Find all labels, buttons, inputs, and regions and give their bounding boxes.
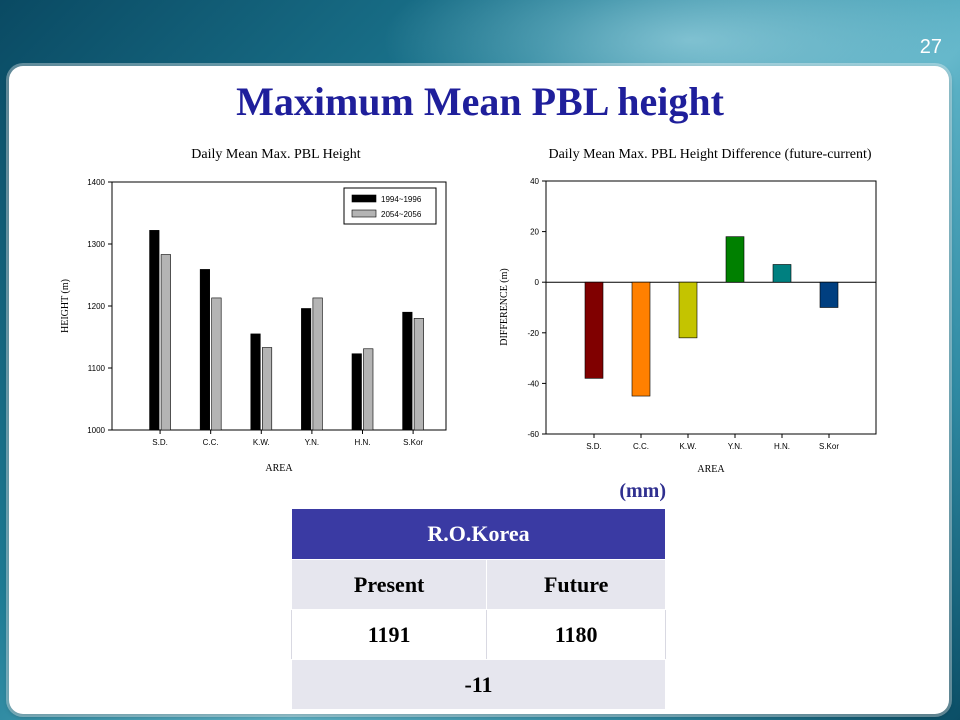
slide-title: Maximum Mean PBL height <box>236 79 724 124</box>
chart2-xtick-label: H.N. <box>774 442 790 451</box>
chart2-bar <box>678 281 698 339</box>
chart2-xtick-label: C.C. <box>633 442 649 451</box>
chart2-bar <box>631 281 651 397</box>
chart1-xlabel: AREA <box>265 463 293 474</box>
chart2-xtick-label: K.W. <box>680 442 697 451</box>
chart1-xtick-label: Y.N. <box>305 438 320 447</box>
table-difference-row: -11 <box>291 659 666 710</box>
chart1-bar-current <box>149 230 160 431</box>
unit-label: (mm) <box>619 480 666 502</box>
chart2-ytick-label: -40 <box>527 379 539 388</box>
future-value-cell: 1180 <box>486 609 666 660</box>
chart1-bar-future <box>261 347 273 431</box>
chart2-ytick-label: 40 <box>530 177 539 186</box>
chart1-xtick-label: C.C. <box>203 438 219 447</box>
chart1-bar-current <box>402 311 413 431</box>
chart2-ytick-label: 0 <box>535 278 540 287</box>
korea-summary-table: R.O.Korea Present Future 1191 1180 -11 <box>290 508 666 710</box>
present-column-header: Present <box>290 559 488 610</box>
chart1-bar-current <box>250 333 261 431</box>
chart2-xtick-label: S.D. <box>586 442 602 451</box>
difference-value-cell: -11 <box>291 659 666 710</box>
chart2-ytick-label: 20 <box>530 228 539 237</box>
chart1-xtick-label: S.Kor <box>403 438 423 447</box>
chart2-ytick-label: -20 <box>527 329 539 338</box>
table-header-row: R.O.Korea <box>291 508 666 560</box>
chart1-ytick-label: 1100 <box>88 364 106 373</box>
present-value-cell: 1191 <box>290 609 488 660</box>
table-value-row: 1191 1180 <box>290 609 666 660</box>
chart1-bar-future <box>312 297 323 431</box>
chart1-ylabel: HEIGHT (m) <box>60 279 71 333</box>
chart1-ytick-label: 1000 <box>87 426 105 435</box>
chart1-ytick-label: 1300 <box>87 240 105 249</box>
chart1-legend-box <box>343 187 437 225</box>
chart2-bar <box>819 281 839 308</box>
chart1-legend-label-2: 2054~2056 <box>381 210 422 219</box>
table-column-headers: Present Future <box>290 559 666 610</box>
chart2-xtick-label: Y.N. <box>728 442 743 451</box>
chart2-bar <box>772 264 792 283</box>
pbl-height-difference-chart: Daily Mean Max. PBL Height Difference (f… <box>499 147 877 475</box>
chart1-xtick-label: K.W. <box>253 438 270 447</box>
chart2-bar <box>584 281 604 379</box>
chart2-bar <box>725 236 745 283</box>
chart1-xtick-label: H.N. <box>355 438 371 447</box>
chart1-title: Daily Mean Max. PBL Height <box>191 147 361 162</box>
chart2-ytick-label: -60 <box>527 430 539 439</box>
chart1-ytick-label: 1400 <box>87 178 105 187</box>
chart1-bar-future <box>413 318 424 431</box>
table-header-cell: R.O.Korea <box>291 508 666 560</box>
chart1-legend-swatch-2 <box>351 209 377 218</box>
chart1-xtick-label: S.D. <box>152 438 168 447</box>
chart2-plot-frame <box>545 180 877 435</box>
chart2-title: Daily Mean Max. PBL Height Difference (f… <box>548 147 871 162</box>
chart1-bar-current <box>301 308 312 431</box>
future-column-header: Future <box>486 559 666 610</box>
chart1-bar-current <box>351 353 362 431</box>
chart1-legend-swatch-1 <box>351 194 377 203</box>
chart1-ytick-label: 1200 <box>87 302 105 311</box>
chart1-legend-label-1: 1994~1996 <box>381 195 422 204</box>
slide-number: 27 <box>919 36 942 58</box>
chart2-ylabel: DIFFERENCE (m) <box>499 268 510 346</box>
pbl-height-chart: Daily Mean Max. PBL Height 1000 1100 1200 1… <box>60 147 447 474</box>
chart2-xtick-label: S.Kor <box>819 442 839 451</box>
chart2-xlabel: AREA <box>697 464 725 475</box>
chart1-bar-future <box>363 348 374 431</box>
chart1-bar-future <box>211 297 222 431</box>
chart1-bar-future <box>160 254 171 431</box>
chart1-legend: 1994~1996 2054~2056 <box>343 187 437 225</box>
chart1-bar-current <box>199 269 210 431</box>
